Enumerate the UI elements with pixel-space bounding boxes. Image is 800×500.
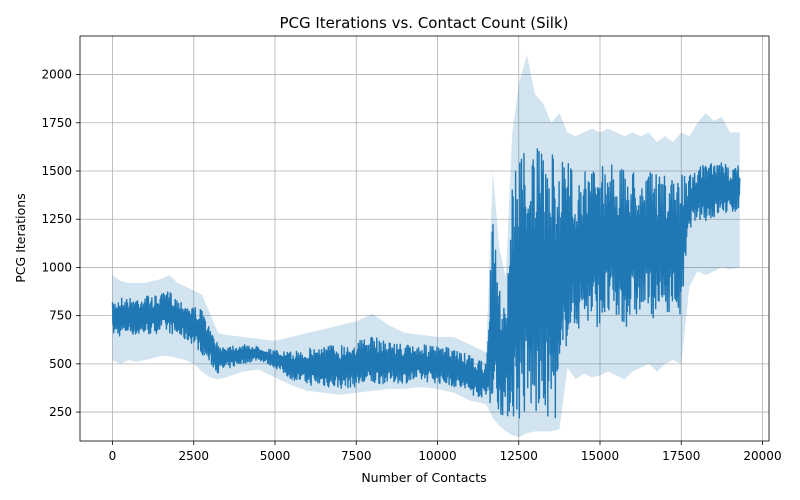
y-tick-label: 1250 xyxy=(41,212,72,226)
x-tick-label: 10000 xyxy=(418,449,456,463)
x-tick-label: 7500 xyxy=(341,449,372,463)
series-layer xyxy=(111,148,741,419)
y-tick-label: 250 xyxy=(49,405,72,419)
series-line xyxy=(111,148,741,419)
x-tick-label: 2500 xyxy=(178,449,209,463)
y-tick-label: 1500 xyxy=(41,164,72,178)
plot-frame xyxy=(79,35,770,442)
chart-title: PCG Iterations vs. Contact Count (Silk) xyxy=(279,14,568,32)
confidence-band xyxy=(112,55,740,438)
x-tick-label: 17500 xyxy=(662,449,700,463)
x-axis-title: Number of Contacts xyxy=(361,470,486,485)
y-axis-title: PCG Iterations xyxy=(13,193,28,282)
x-axis-ticks: 0 2500 5000 7500 10000 12500 15000 17500 20000 xyxy=(109,441,782,463)
y-tick-label: 1000 xyxy=(41,260,72,274)
y-tick-label: 1750 xyxy=(41,116,72,130)
y-tick-label: 2000 xyxy=(41,68,72,82)
x-tick-label: 5000 xyxy=(260,449,291,463)
x-tick-label: 15000 xyxy=(581,449,619,463)
confidence-band-layer xyxy=(112,55,740,438)
y-tick-label: 500 xyxy=(49,357,72,371)
y-axis-ticks: 250 500 750 1000 1250 1500 1750 2000 xyxy=(41,68,80,419)
x-tick-label: 20000 xyxy=(743,449,781,463)
y-tick-label: 750 xyxy=(49,309,72,323)
x-tick-label: 12500 xyxy=(500,449,538,463)
x-tick-label: 0 xyxy=(109,449,117,463)
